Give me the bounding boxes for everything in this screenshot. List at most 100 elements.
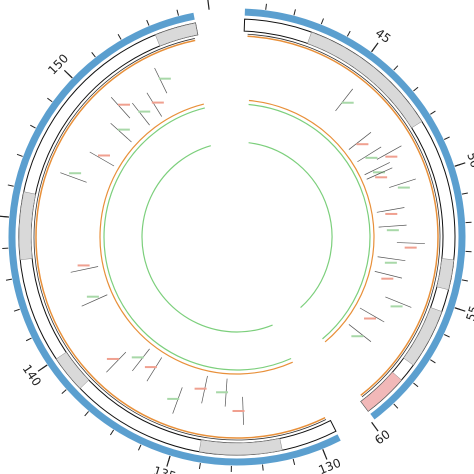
feature-label bbox=[138, 110, 151, 113]
inner-orange bbox=[248, 99, 375, 343]
feature-line bbox=[366, 167, 393, 180]
orange-ring bbox=[247, 35, 439, 396]
feature-label bbox=[385, 155, 398, 158]
tick-label: 135 bbox=[152, 464, 178, 474]
inner-green bbox=[103, 107, 292, 371]
minor-tick bbox=[25, 337, 32, 342]
feature-line bbox=[389, 178, 416, 188]
minor-tick bbox=[117, 34, 122, 40]
minor-tick bbox=[13, 308, 20, 312]
feature-label bbox=[372, 171, 385, 174]
minor-tick bbox=[16, 153, 23, 157]
feature-label bbox=[356, 143, 369, 146]
feature-line bbox=[359, 307, 385, 323]
tick-label: 45 bbox=[373, 26, 394, 46]
tick-label: 140 bbox=[20, 362, 44, 389]
major-tick bbox=[371, 42, 379, 53]
feature-line bbox=[132, 102, 150, 126]
feature-line bbox=[70, 266, 99, 273]
feature-label bbox=[131, 356, 144, 359]
minor-tick bbox=[393, 403, 399, 409]
minor-tick bbox=[146, 19, 150, 26]
feature-line bbox=[172, 387, 183, 414]
feature-label bbox=[167, 397, 180, 400]
feature-line bbox=[385, 296, 412, 308]
feature-label bbox=[397, 186, 410, 189]
dark-ring bbox=[247, 33, 441, 398]
minor-tick bbox=[109, 429, 115, 436]
minor-tick bbox=[346, 30, 351, 37]
feature-line bbox=[348, 132, 372, 150]
feature-line bbox=[376, 145, 402, 160]
minor-tick bbox=[443, 136, 450, 140]
minor-tick bbox=[84, 411, 89, 417]
major-tick bbox=[454, 162, 466, 167]
feature-label bbox=[97, 154, 110, 157]
major-tick bbox=[322, 449, 328, 460]
feature-line bbox=[348, 324, 372, 342]
tick-label: 60 bbox=[372, 427, 393, 447]
feature-label bbox=[117, 103, 130, 106]
ideogram-band bbox=[243, 18, 456, 412]
orange-ring bbox=[35, 39, 326, 439]
minor-tick bbox=[262, 464, 264, 471]
minor-tick bbox=[393, 65, 399, 71]
gray-block bbox=[403, 307, 443, 366]
feature-label bbox=[69, 172, 82, 175]
tick-label: 130 bbox=[316, 456, 342, 474]
dark-ring bbox=[33, 38, 327, 441]
gray-block bbox=[307, 31, 423, 129]
core-green bbox=[141, 145, 273, 333]
feature-line bbox=[146, 92, 163, 117]
gray-block bbox=[155, 22, 198, 47]
minor-tick bbox=[320, 18, 324, 25]
feature-line bbox=[364, 162, 390, 176]
feature-line bbox=[335, 88, 354, 112]
feature-label bbox=[341, 101, 354, 104]
feature-line bbox=[110, 97, 131, 119]
minor-tick bbox=[292, 458, 296, 465]
feature-line bbox=[154, 67, 168, 94]
minor-tick bbox=[47, 97, 53, 103]
feature-label bbox=[365, 156, 378, 159]
feature-label bbox=[216, 391, 229, 394]
feature-label bbox=[86, 295, 99, 298]
major-tick bbox=[454, 307, 466, 312]
minor-tick bbox=[91, 52, 96, 58]
minor-tick bbox=[176, 9, 179, 16]
tick-label: 50 bbox=[464, 151, 474, 170]
feature-label bbox=[384, 261, 397, 264]
gray-block bbox=[198, 438, 283, 456]
gray-block bbox=[18, 191, 36, 261]
major-tick bbox=[63, 69, 73, 79]
feature-line bbox=[146, 357, 163, 382]
feature-label bbox=[232, 409, 245, 412]
minor-tick bbox=[7, 184, 14, 187]
feature-line bbox=[374, 271, 403, 279]
minor-tick bbox=[461, 192, 468, 195]
feature-line bbox=[110, 122, 132, 143]
major-tick bbox=[37, 364, 48, 372]
feature-line bbox=[376, 207, 405, 213]
inner-green bbox=[248, 103, 371, 340]
gray-block bbox=[55, 351, 90, 389]
major-tick bbox=[0, 215, 9, 218]
feature-line bbox=[377, 256, 406, 262]
feature-line bbox=[81, 294, 108, 307]
major-tick bbox=[371, 421, 379, 432]
minor-tick bbox=[461, 279, 468, 282]
minor-tick bbox=[413, 86, 419, 92]
minor-tick bbox=[61, 389, 67, 395]
minor-tick bbox=[430, 359, 436, 364]
minor-tick bbox=[5, 278, 12, 281]
minor-tick bbox=[413, 382, 419, 388]
minor-tick bbox=[30, 124, 36, 129]
gray-block bbox=[436, 258, 455, 291]
feature-label bbox=[390, 305, 403, 308]
feature-label bbox=[364, 317, 377, 320]
feature-line bbox=[357, 146, 382, 163]
feature-label bbox=[386, 229, 399, 232]
minor-tick bbox=[137, 444, 142, 451]
feature-label bbox=[151, 101, 164, 104]
